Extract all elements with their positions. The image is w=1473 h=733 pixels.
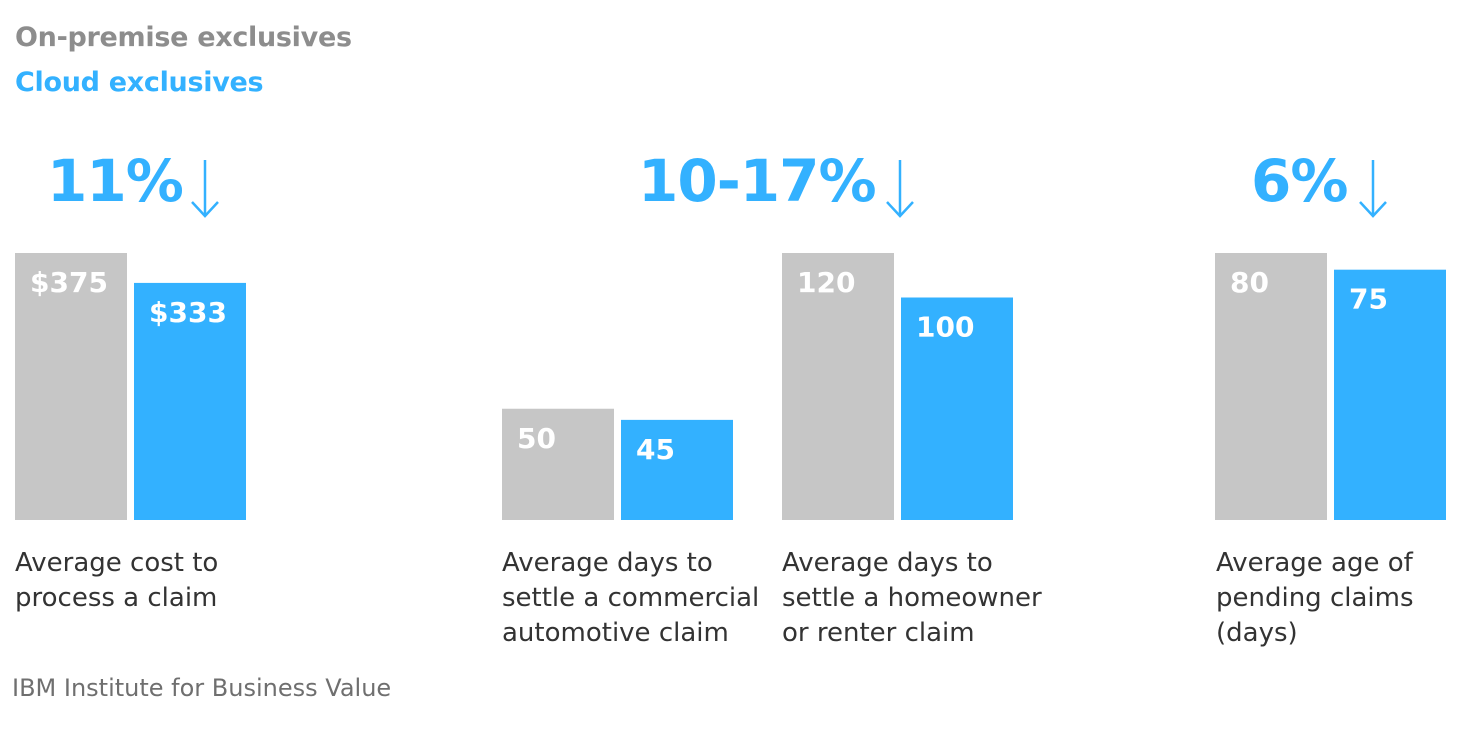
category-label-homeowner: Average days to settle a homeowner or re… <box>782 546 1042 651</box>
category-label-line: automotive claim <box>502 618 729 648</box>
category-label-pending: Average age of pending claims (days) <box>1216 546 1414 651</box>
legend-on-premise: On-premise exclusives <box>15 22 352 53</box>
bar-value-label: 45 <box>636 433 675 466</box>
bar-value-label: 100 <box>916 311 974 344</box>
category-label-commercial: Average days to settle a commercial auto… <box>502 546 759 651</box>
bar-cloud-commercial <box>621 419 733 520</box>
bar-value-label: $333 <box>149 296 227 329</box>
arrow-down-icon <box>886 160 914 218</box>
bar-onprem-homeowner <box>782 253 894 520</box>
category-label-line: Average age of <box>1216 548 1413 578</box>
bar-value-label: 80 <box>1230 266 1269 299</box>
headline-value: 11% <box>47 147 184 215</box>
category-label-line: (days) <box>1216 618 1298 648</box>
legend-cloud: Cloud exclusives <box>15 67 264 98</box>
bar-cloud-homeowner <box>901 297 1013 520</box>
category-label-line: settle a homeowner <box>782 583 1042 613</box>
bar-onprem-pending <box>1215 253 1327 520</box>
category-label-cost: Average cost to process a claim <box>15 546 218 616</box>
bar-onprem-commercial <box>502 408 614 520</box>
category-label-line: Average days to <box>782 548 993 578</box>
bar-value-label: 120 <box>797 266 855 299</box>
category-label-line: settle a commercial <box>502 583 760 613</box>
bar-value-label: 50 <box>517 422 556 455</box>
headline-value: 6% <box>1251 147 1348 215</box>
category-label-line: pending claims <box>1216 583 1414 613</box>
headline-cost-reduction: 11% <box>47 152 184 210</box>
bar-onprem-cost <box>15 253 127 520</box>
arrow-down-icon <box>191 160 219 218</box>
category-label-line: process a claim <box>15 583 218 613</box>
source-note: IBM Institute for Business Value <box>12 674 392 702</box>
bar-value-label: $375 <box>30 266 108 299</box>
bar-cloud-cost <box>134 282 246 520</box>
headline-value: 10-17% <box>638 147 877 215</box>
arrow-down-icon <box>1359 160 1387 218</box>
headline-settle-reduction: 10-17% <box>638 152 877 210</box>
bar-cloud-pending <box>1334 269 1446 520</box>
headline-pending-reduction: 6% <box>1251 152 1348 210</box>
category-label-line: Average cost to <box>15 548 219 578</box>
bar-value-label: 75 <box>1349 283 1388 316</box>
category-label-line: or renter claim <box>782 618 975 648</box>
category-label-line: Average days to <box>502 548 713 578</box>
